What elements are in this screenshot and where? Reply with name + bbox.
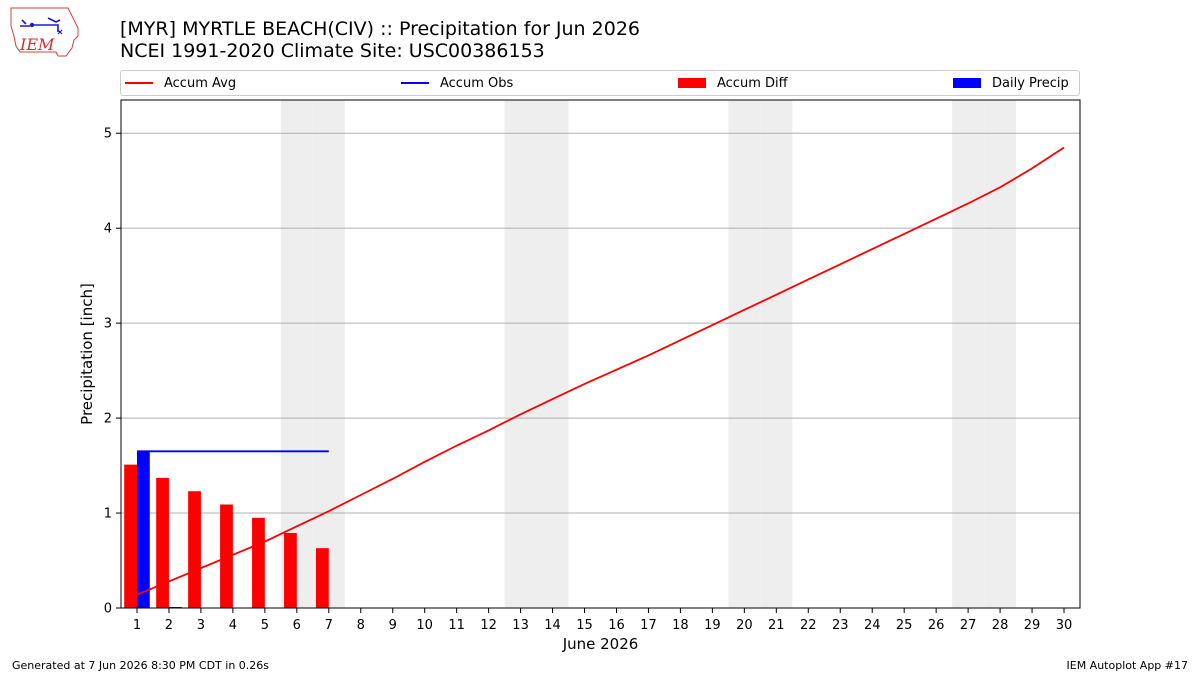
- x-tick-label: 27: [960, 618, 977, 633]
- x-tick-label: 29: [1024, 618, 1041, 633]
- x-tick-label: 14: [544, 618, 561, 633]
- y-tick-label: 4: [104, 222, 112, 237]
- x-tick-label: 12: [480, 618, 497, 633]
- legend-item-accum-avg: Accum Avg: [125, 71, 236, 95]
- x-tick-label: 24: [864, 618, 881, 633]
- bar-accum-diff: [284, 532, 297, 608]
- bar-daily-precip: [136, 451, 150, 608]
- y-tick-label: 2: [104, 412, 112, 427]
- x-tick-label: 10: [416, 618, 433, 633]
- x-tick-label: 15: [576, 618, 593, 633]
- y-axis-label: Precipitation [inch]: [78, 283, 96, 425]
- bar-accum-diff: [124, 464, 137, 608]
- weekend-band: [984, 100, 1017, 608]
- x-tick-label: 26: [928, 618, 945, 633]
- line-accum-avg: [136, 146, 1065, 596]
- svg-text:IEM: IEM: [19, 35, 55, 54]
- x-tick-label: 20: [736, 618, 753, 633]
- x-tick-label: 21: [768, 618, 785, 633]
- x-tick-label: 17: [640, 618, 657, 633]
- weekend-band: [760, 100, 793, 608]
- legend-item-daily-precip: Daily Precip: [953, 71, 1069, 95]
- x-tick-label: 28: [992, 618, 1009, 633]
- y-tick-label: 3: [104, 317, 112, 332]
- x-axis-label: June 2026: [562, 635, 639, 653]
- bar-accum-diff: [315, 548, 329, 608]
- weekend-band: [536, 100, 569, 608]
- plot-frame: [120, 99, 1081, 609]
- y-tick-label: 0: [104, 602, 112, 617]
- x-tick-label: 13: [512, 618, 529, 633]
- legend-label-accum-avg: Accum Avg: [164, 75, 237, 91]
- x-tick-label: 5: [261, 618, 269, 633]
- legend-swatch-daily-precip: [953, 78, 981, 88]
- x-tick-label: 7: [325, 618, 333, 633]
- x-tick-label: 19: [704, 618, 721, 633]
- legend-swatch-accum-diff: [678, 78, 706, 88]
- x-tick-label: 16: [608, 618, 625, 633]
- x-tick-label: 25: [896, 618, 913, 633]
- legend-label-accum-obs: Accum Obs: [440, 75, 514, 91]
- weekend-band: [728, 100, 761, 608]
- weekend-band: [280, 100, 313, 608]
- x-tick-label: 18: [672, 618, 689, 633]
- bar-accum-diff: [252, 517, 265, 608]
- bar-accum-diff: [188, 491, 201, 608]
- x-tick-label: 30: [1056, 618, 1073, 633]
- x-tick-label: 6: [293, 618, 301, 633]
- iem-logo: IEM: [10, 7, 79, 57]
- weekend-band: [504, 100, 537, 608]
- x-tick-label: 23: [832, 618, 849, 633]
- chart-legend: Accum Avg Accum Obs Accum Diff Daily Pre…: [120, 70, 1080, 96]
- chart-subtitle: NCEI 1991-2020 Climate Site: USC00386153: [120, 40, 545, 62]
- legend-item-accum-diff: Accum Diff: [678, 71, 788, 95]
- y-tick-label: 5: [104, 127, 112, 142]
- legend-label-accum-diff: Accum Diff: [717, 75, 788, 91]
- bar-accum-diff: [220, 504, 233, 608]
- x-tick-label: 4: [229, 618, 237, 633]
- bar-accum-diff: [156, 477, 169, 608]
- x-tick-label: 22: [800, 618, 817, 633]
- x-tick-label: 11: [448, 618, 465, 633]
- legend-swatch-accum-obs: [401, 82, 429, 84]
- weekend-band: [952, 100, 985, 608]
- chart-title: [MYR] MYRTLE BEACH(CIV) :: Precipitation…: [120, 18, 640, 40]
- x-tick-label: 9: [389, 618, 397, 633]
- y-tick-label: 1: [104, 507, 112, 522]
- legend-swatch-accum-avg: [125, 82, 153, 84]
- weekend-band: [312, 100, 345, 608]
- footer-generated: Generated at 7 Jun 2026 8:30 PM CDT in 0…: [12, 659, 270, 672]
- x-tick-label: 8: [357, 618, 365, 633]
- footer-app-id: IEM Autoplot App #17: [1066, 659, 1189, 672]
- x-tick-label: 1: [133, 618, 141, 633]
- legend-item-accum-obs: Accum Obs: [401, 71, 513, 95]
- legend-label-daily-precip: Daily Precip: [992, 75, 1069, 91]
- x-tick-label: 3: [197, 618, 205, 633]
- x-tick-label: 2: [165, 618, 173, 633]
